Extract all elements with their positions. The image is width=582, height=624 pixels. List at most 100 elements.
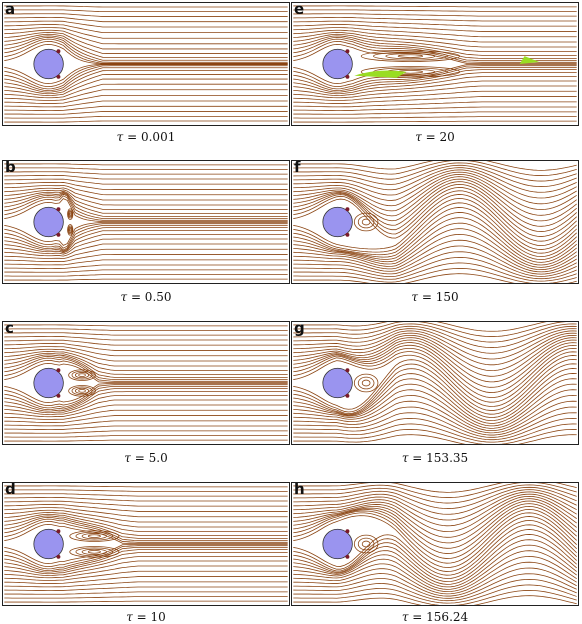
streamline	[4, 33, 288, 54]
cylinder	[33, 48, 64, 80]
streamline	[4, 512, 288, 528]
streamline	[293, 378, 577, 424]
streamline	[293, 257, 577, 280]
streamline	[293, 116, 577, 119]
recirculation-eddy	[81, 548, 108, 555]
streamline	[4, 357, 288, 381]
streamline	[4, 36, 288, 61]
streamline	[293, 323, 577, 343]
streamline-plot-c	[4, 324, 288, 442]
cylinder	[33, 528, 64, 560]
streamline	[293, 222, 577, 266]
streamline	[4, 385, 288, 409]
panel-h: h	[291, 482, 579, 606]
separation-point	[345, 368, 350, 373]
streamline	[293, 106, 577, 111]
streamline	[293, 515, 577, 568]
streamline	[293, 491, 577, 521]
streamline	[293, 342, 577, 388]
streamline	[293, 212, 577, 260]
vortex-core	[357, 537, 375, 551]
streamline	[293, 245, 577, 275]
streamline	[293, 363, 577, 415]
panel-c: c	[2, 321, 290, 445]
streamline	[4, 600, 288, 603]
streamline	[4, 324, 288, 327]
streamline	[293, 584, 577, 604]
streamline	[293, 486, 577, 509]
recirculation-eddy	[78, 389, 86, 393]
streamline	[293, 400, 577, 434]
recirculation-eddy	[71, 386, 93, 396]
caption-c: τ = 5.0	[124, 451, 168, 465]
streamline	[293, 85, 577, 99]
panel-g: g	[291, 321, 579, 445]
streamline	[293, 495, 577, 532]
streamline	[4, 182, 288, 190]
streamline	[4, 384, 288, 407]
separation-zone	[519, 56, 540, 64]
streamline	[4, 20, 288, 28]
streamline	[4, 190, 288, 210]
panel-label-d: d	[5, 482, 16, 498]
streamline	[4, 264, 288, 269]
streamline	[4, 198, 288, 222]
streamline	[4, 359, 288, 382]
recirculation-eddy	[68, 226, 72, 233]
streamline	[293, 33, 577, 52]
streamline	[4, 399, 288, 415]
streamline	[4, 354, 288, 375]
streamline	[293, 20, 577, 27]
streamline	[4, 596, 288, 599]
streamline	[4, 254, 288, 262]
streamline	[4, 383, 288, 403]
streamline	[4, 497, 288, 502]
streamline	[4, 238, 288, 255]
recirculation-eddy	[360, 66, 460, 78]
streamline	[4, 346, 288, 357]
separation-point	[56, 74, 61, 79]
streamline	[4, 430, 288, 434]
streamline	[293, 234, 577, 271]
recirculation-eddy	[69, 546, 120, 558]
streamline	[4, 348, 288, 362]
panel-label-c: c	[5, 321, 14, 337]
streamline	[4, 78, 288, 96]
vortex-core	[357, 215, 375, 229]
panel-label-f: f	[294, 160, 301, 176]
streamline	[293, 524, 577, 576]
streamline	[293, 29, 577, 43]
cylinder	[322, 206, 353, 238]
streamline	[4, 581, 288, 588]
separation-point	[56, 49, 61, 54]
streamline	[4, 516, 288, 539]
separation-point	[345, 232, 350, 237]
streamline	[293, 412, 577, 438]
streamline	[293, 5, 577, 8]
streamline-plot-f	[293, 161, 577, 283]
streamline	[293, 395, 577, 432]
streamline	[4, 515, 288, 536]
streamline	[293, 161, 577, 176]
streamline	[293, 520, 577, 572]
streamline	[293, 207, 577, 257]
panel-label-a: a	[5, 2, 16, 18]
streamline	[293, 484, 577, 504]
streamline	[4, 171, 288, 175]
separation-point	[56, 207, 61, 212]
streamline	[293, 217, 577, 263]
streamline	[293, 383, 577, 427]
streamline	[4, 552, 288, 573]
streamline	[4, 560, 288, 576]
streamline	[293, 368, 577, 418]
streamline	[293, 69, 577, 92]
streamline	[293, 332, 577, 366]
streamline	[293, 190, 577, 242]
streamline	[293, 251, 577, 277]
streamline	[4, 269, 288, 273]
streamline	[293, 373, 577, 421]
streamline	[4, 556, 288, 575]
cylinder	[33, 206, 64, 238]
vortex-core	[361, 379, 371, 387]
streamline	[4, 178, 288, 185]
